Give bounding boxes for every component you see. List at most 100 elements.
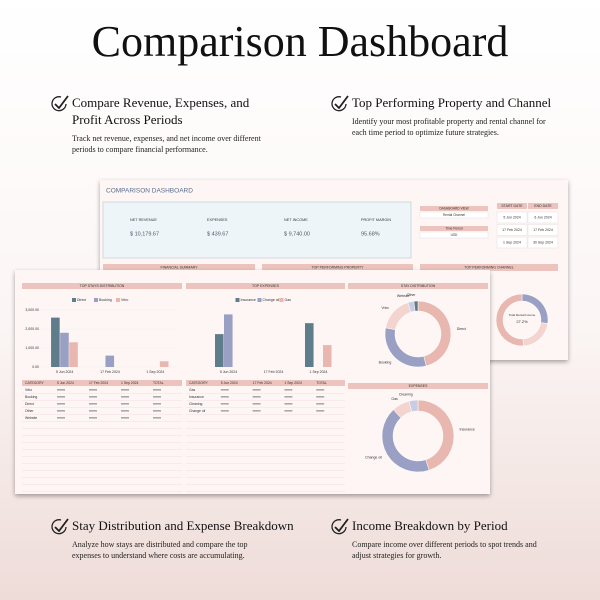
table-cell [89, 389, 97, 391]
feature-title: Income Breakdown by Period [352, 518, 508, 533]
table-row-label: Cleaning [189, 402, 202, 406]
chart-header-bar [22, 283, 182, 289]
feature-title: Profit Across Periods [72, 112, 183, 127]
chart-header-bar [186, 283, 345, 289]
chart-header-bar [348, 283, 488, 289]
table-header: 17 Feb 2024 [89, 381, 108, 385]
table-cell [220, 389, 229, 391]
table-cell [57, 417, 65, 419]
y-tick-label: 1,000.00 [25, 346, 39, 350]
feature-description: expenses to understand where costs are a… [72, 551, 245, 560]
table-cell [284, 403, 293, 405]
feature-title: Compare Revenue, Expenses, and [72, 95, 250, 110]
check-icon [331, 96, 347, 112]
table-cell [252, 410, 261, 412]
section-title: TOP PERFORMING CHANNEL [464, 266, 514, 270]
control-label: DASHBOARD VIEW [439, 206, 468, 210]
kpi-value: $ 439.67 [207, 231, 228, 237]
period-cell-text: 6 Jun 2024 [534, 215, 551, 219]
table-row-label: Direct [25, 402, 34, 406]
table-cell [121, 417, 129, 419]
table-cell [252, 396, 261, 398]
period-cell-text: 17 Feb 2024 [533, 228, 553, 232]
bar [60, 332, 69, 367]
donut-segment [413, 300, 419, 312]
table-header: CATEGORY [25, 381, 44, 385]
table-cell [121, 396, 129, 398]
check-icon [51, 519, 67, 535]
table-cell [316, 403, 325, 405]
kpi-label: NET INCOME [284, 218, 308, 222]
period-cell-text: 5 Jun 2024 [503, 215, 520, 219]
donut-label: Cleaning [399, 392, 413, 396]
table-cell [153, 403, 161, 405]
table-row-label: Change oil [189, 409, 205, 413]
y-tick-label: 2,000.00 [25, 327, 39, 331]
table-cell [284, 410, 293, 412]
feature-description: Identify your most profitable property a… [352, 117, 546, 126]
table-row-label: Gas [189, 388, 196, 392]
table-cell [316, 396, 325, 398]
table-cell [57, 410, 65, 412]
control-value: Rental Channel [443, 213, 465, 217]
section-bar [103, 264, 255, 271]
donut-label: Vrbo [381, 306, 388, 310]
legend-label: Booking [99, 298, 112, 302]
check-mark [334, 95, 349, 110]
legend-label: Change oil [263, 298, 280, 302]
table-cell [57, 396, 65, 398]
kpi-value: $ 10,179.67 [130, 231, 159, 237]
kpi-value: 95.68% [361, 231, 380, 237]
legend-swatch [116, 298, 120, 302]
kpi-label: NET REVENUE [130, 218, 157, 222]
section-bar [420, 264, 558, 271]
control-value-box[interactable] [419, 231, 489, 239]
table-header: 17 Feb 2024 [253, 381, 272, 385]
donut-label: Website [397, 294, 410, 298]
chart-title: STAY DISTRIBUTION [401, 284, 436, 288]
table-header: TOTAL [316, 381, 327, 385]
check-mark [334, 518, 349, 533]
table-header: 5 Jun 2024 [221, 381, 238, 385]
y-tick-label: 0.00 [32, 365, 39, 369]
chart-title: EXPENSES [409, 384, 429, 388]
control-label-box [420, 206, 488, 211]
section-title: TOP PERFORMING PROPERTY [312, 266, 365, 270]
period-cell-text: 1 Sep 2024 [503, 240, 521, 244]
section-title: FINANCIAL SUMMARY [161, 266, 199, 270]
table-header: 5 Jun 2024 [57, 381, 74, 385]
feature-description: Analyze how stays are distributed and co… [72, 540, 248, 549]
period-cell-text: 30 Sep 2024 [533, 240, 553, 244]
period-header-box [528, 203, 558, 209]
donut-label: Change oil [365, 455, 382, 459]
control-label: Time Period [445, 226, 462, 230]
check-mark [54, 518, 69, 533]
legend-label: Gas [285, 298, 292, 302]
donut-center-label: Total Rental Income [509, 313, 536, 317]
legend-swatch [279, 298, 284, 302]
control-value: USD [451, 233, 458, 237]
feature-description: Compare income over different periods to… [352, 540, 537, 549]
page-title: Comparison Dashboard [92, 17, 509, 66]
kpi-value: $ 9,740.00 [284, 231, 310, 237]
donut-label: Insurance [459, 427, 474, 431]
period-cell [496, 236, 528, 249]
table-cell [121, 403, 129, 405]
kpi-label: EXPENSES [207, 218, 228, 222]
table-cell [316, 389, 325, 391]
bar [105, 355, 115, 367]
chart-header-bar [348, 383, 488, 389]
table-row-label: Insurance [189, 395, 204, 399]
x-tick-label: 5 Jun 2024 [220, 370, 237, 374]
control-value-box[interactable] [419, 211, 489, 219]
x-tick-label: 1 Sep 2024 [146, 370, 164, 374]
table-cell [121, 410, 129, 412]
table-header-bar [22, 380, 182, 386]
table-cell [252, 403, 261, 405]
period-cell [527, 236, 559, 249]
bar [51, 317, 60, 367]
donut-label: Booking [379, 360, 392, 364]
legend-swatch [94, 298, 98, 302]
legend-swatch [257, 298, 262, 302]
bar [323, 345, 332, 367]
